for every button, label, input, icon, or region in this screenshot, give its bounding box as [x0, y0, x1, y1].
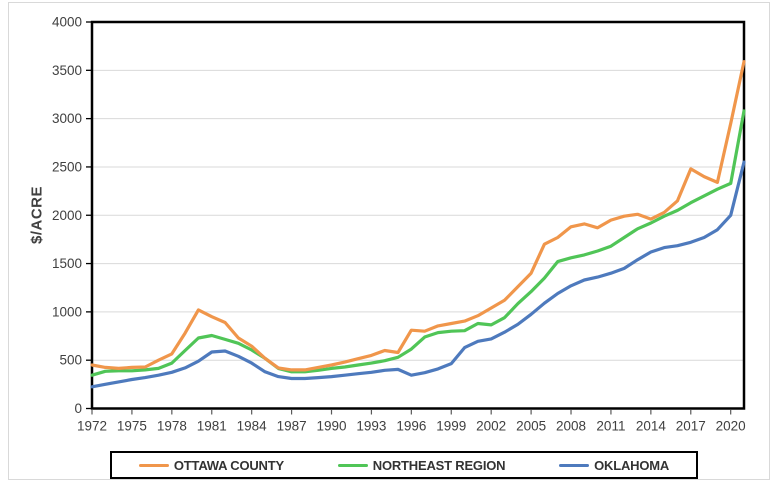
legend-item-oklahoma: OKLAHOMA [559, 458, 669, 473]
x-tick-label-2011: 2011 [596, 419, 625, 434]
y-tick-label-1500: 1500 [52, 256, 82, 271]
x-tick-label-1984: 1984 [237, 419, 268, 434]
series-line-oklahoma [90, 160, 746, 389]
x-tick-label-1999: 1999 [436, 419, 466, 434]
x-tick-label-2017: 2017 [676, 419, 706, 434]
legend-label-ottawa-county: OTTAWA COUNTY [173, 457, 284, 473]
y-tick-label-0: 0 [74, 401, 82, 416]
y-tick-label-1000: 1000 [52, 304, 82, 319]
legend-label-oklahoma: OKLAHOMA [594, 457, 670, 473]
series-line-northeast-region [90, 109, 746, 377]
x-tick-label-1996: 1996 [396, 419, 426, 434]
legend-item-ottawa-county: OTTAWA COUNTY [138, 457, 284, 473]
x-tick-label-1987: 1987 [277, 419, 307, 434]
y-tick-label-2000: 2000 [52, 208, 82, 223]
y-tick-label-3500: 3500 [52, 63, 82, 78]
x-tick-label-1993: 1993 [356, 419, 386, 434]
legend-swatch-ottawa-county [138, 463, 169, 467]
series-line-ottawa-county [90, 59, 746, 372]
y-axis-title: $/ACRE [28, 185, 46, 245]
x-tick-label-1978: 1978 [157, 419, 187, 434]
legend-swatch-oklahoma [559, 463, 590, 467]
chart-frame [8, 2, 770, 480]
legend-label-northeast-region: NORTHEAST REGION [372, 457, 506, 473]
x-tick-label-1981: 1981 [197, 419, 227, 434]
x-tick-label-1972: 1972 [77, 419, 107, 434]
x-tick-label-2002: 2002 [476, 419, 506, 434]
y-tick-label-4000: 4000 [52, 15, 82, 30]
x-tick-label-2014: 2014 [636, 419, 667, 434]
x-tick-label-2008: 2008 [556, 419, 586, 434]
legend-item-northeast-region: NORTHEAST REGION [337, 457, 506, 473]
y-tick-label-3000: 3000 [52, 111, 82, 126]
x-tick-label-1975: 1975 [117, 419, 147, 434]
y-tick-label-2500: 2500 [52, 159, 82, 174]
x-tick-label-2020: 2020 [716, 419, 746, 434]
y-tick-label-500: 500 [59, 353, 82, 368]
x-tick-label-2005: 2005 [516, 419, 546, 434]
legend-swatch-northeast-region [337, 463, 368, 467]
legend: OTTAWA COUNTY NORTHEAST REGION OKLAHOMA [110, 451, 698, 479]
x-tick-label-1990: 1990 [316, 419, 346, 434]
